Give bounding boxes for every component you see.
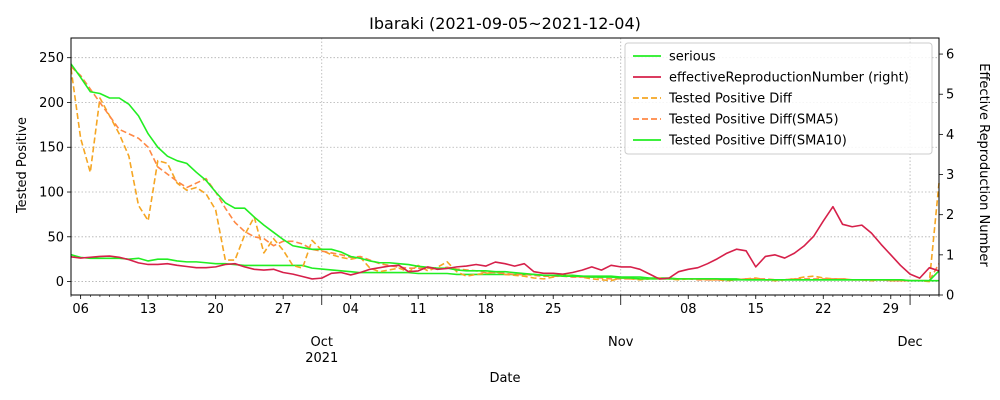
- legend-label: Tested Positive Diff: [668, 92, 793, 107]
- x-tick-label: 20: [207, 302, 224, 317]
- x-tick-label: 2021: [305, 351, 338, 366]
- x-tick-label: 18: [477, 302, 494, 317]
- y-tick-label: 50: [47, 230, 64, 245]
- legend-box: [624, 42, 933, 155]
- x-tick-label: Oct: [311, 335, 333, 350]
- series-line-4: [70, 63, 940, 282]
- y-tick-label: 150: [39, 141, 64, 156]
- x-tick-label: 06: [72, 302, 89, 317]
- y-tick-label: 0: [56, 275, 64, 290]
- y-tick-label: 100: [39, 186, 64, 201]
- y2-tick-label: 0: [946, 289, 954, 304]
- y-axis-label: Tested Positive: [15, 117, 30, 214]
- y-ticks: 0 50 100 150 200 250: [39, 51, 71, 290]
- legend: serious effectiveReproductionNumber (righ…: [624, 42, 933, 155]
- x-tick-label: 29: [883, 302, 900, 317]
- y2-tick-label: 2: [946, 208, 954, 223]
- y2-tick-label: 3: [946, 168, 954, 183]
- y-tick-label: 250: [39, 51, 64, 66]
- legend-label: Tested Positive Diff(SMA5): [668, 113, 839, 128]
- y2-ticks: 0 1 2 3 4 5 6: [939, 48, 954, 304]
- x-tick-label: 25: [545, 302, 562, 317]
- y2-tick-label: 6: [946, 48, 954, 63]
- legend-label: effectiveReproductionNumber (right): [669, 71, 909, 86]
- y2-tick-label: 1: [946, 248, 954, 263]
- legend-label: Tested Positive Diff(SMA10): [668, 134, 847, 149]
- y2-axis-label: Effective Reproduction Number: [976, 63, 991, 267]
- series-line-1: [70, 205, 940, 280]
- x-tick-label: 04: [342, 302, 359, 317]
- x-tick-label: 15: [747, 302, 764, 317]
- x-tick-label: 08: [680, 302, 697, 317]
- x-tick-label: Nov: [608, 335, 634, 350]
- x-tick-label: 27: [275, 302, 292, 317]
- x-tick-label: 22: [815, 302, 832, 317]
- chart-title: Ibaraki (2021-09-05~2021-12-04): [369, 14, 641, 33]
- y-tick-label: 200: [39, 96, 64, 111]
- x-axis-label: Date: [489, 371, 520, 386]
- series-line-2: [70, 68, 940, 283]
- x-tick-label: Dec: [897, 335, 922, 350]
- legend-label: serious: [669, 50, 716, 65]
- y2-tick-label: 4: [946, 128, 954, 143]
- y2-tick-label: 5: [946, 88, 954, 103]
- x-tick-label: 11: [410, 302, 427, 317]
- x-tick-label: 13: [140, 302, 157, 317]
- series-layer: [70, 63, 940, 283]
